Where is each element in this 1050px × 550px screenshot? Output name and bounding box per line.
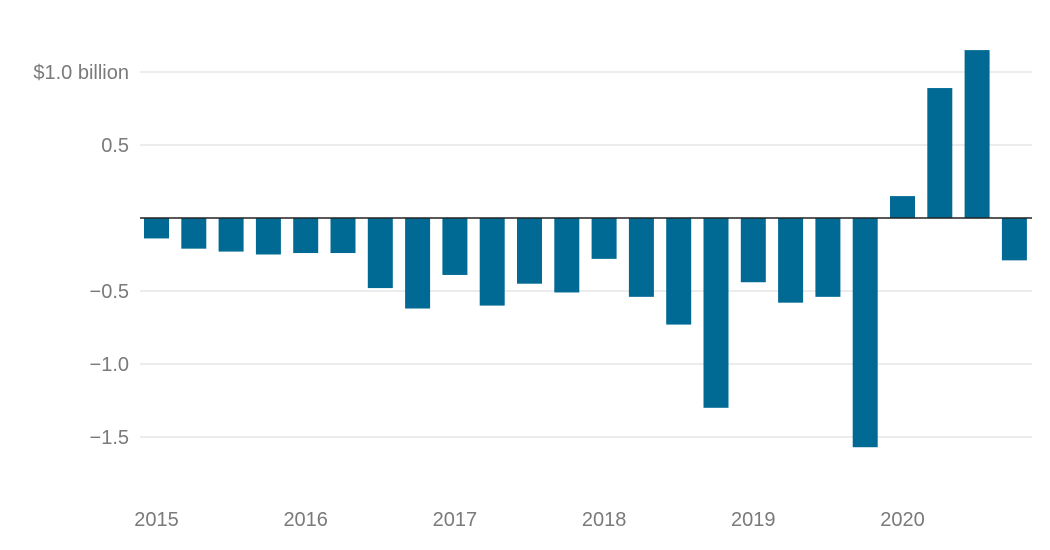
bar: [591, 218, 617, 259]
y-tick-label: 0.5: [101, 135, 129, 157]
bar: [367, 218, 393, 289]
x-tick-label: 2017: [433, 509, 478, 531]
bar: [1001, 218, 1027, 261]
y-tick-label: −0.5: [90, 281, 129, 303]
bar: [815, 218, 841, 297]
bar: [554, 218, 580, 293]
bar: [479, 218, 505, 306]
bar: [330, 218, 356, 254]
bar: [890, 196, 915, 218]
bar: [517, 218, 542, 284]
y-axis-tick-labels: $1.0 billion 0.5 −0.5 −1.0 −1.5: [33, 62, 129, 449]
bar: [740, 218, 766, 283]
bar: [778, 218, 804, 303]
bar: [442, 218, 468, 275]
y-tick-label: $1.0 billion: [33, 62, 129, 84]
y-tick-label: −1.5: [90, 427, 129, 449]
bar: [181, 218, 207, 249]
x-tick-label: 2018: [582, 509, 627, 531]
bar: [927, 88, 953, 218]
x-tick-label: 2019: [731, 509, 776, 531]
x-tick-label: 2016: [283, 509, 328, 531]
y-tick-label: −1.0: [90, 354, 129, 376]
bar: [255, 218, 281, 255]
x-tick-label: 2015: [134, 509, 179, 531]
bar: [144, 218, 169, 239]
x-axis-tick-labels: 2015 2016 2017 2018 2019 2020: [134, 509, 925, 531]
bar: [218, 218, 244, 252]
bar: [628, 218, 654, 297]
bar: [964, 50, 990, 218]
bar: [666, 218, 692, 325]
x-tick-label: 2020: [880, 509, 925, 531]
bar: [852, 218, 878, 448]
bars: [144, 50, 1027, 448]
bar: [703, 218, 729, 408]
bar: [293, 218, 319, 254]
bar: [405, 218, 431, 309]
gridlines: [140, 71, 1032, 438]
